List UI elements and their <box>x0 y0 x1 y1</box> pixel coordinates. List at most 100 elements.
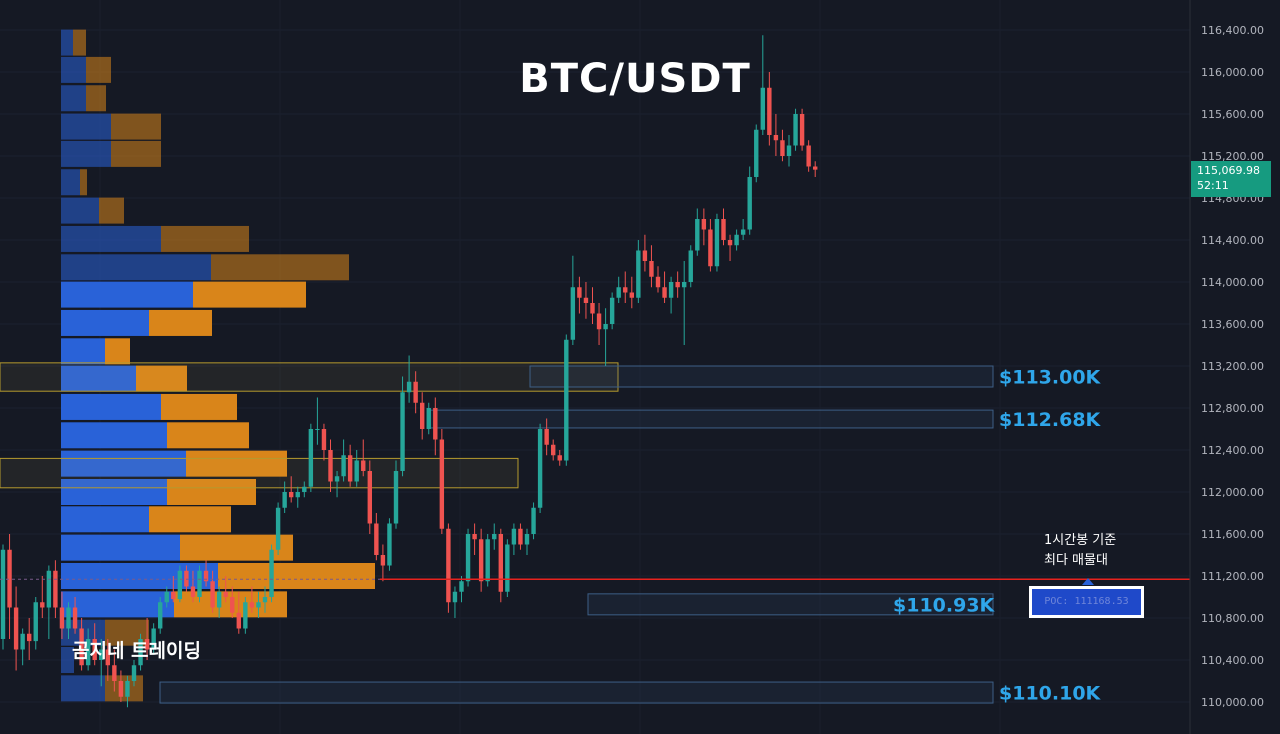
level-label: $113.00K <box>999 367 1102 389</box>
volume-sell-bar <box>86 56 111 83</box>
candles <box>0 35 818 708</box>
level-box <box>529 365 994 388</box>
candle-body <box>230 597 235 613</box>
candle-body <box>151 628 156 650</box>
candle-body <box>780 140 785 156</box>
volume-sell-bar <box>73 29 86 56</box>
volume-buy-bar <box>61 113 111 140</box>
candle-body <box>577 287 582 298</box>
candle-body <box>210 581 215 608</box>
candle-body <box>524 534 530 545</box>
level-box <box>587 593 994 616</box>
candle-body <box>708 229 713 267</box>
candle-body <box>433 408 438 440</box>
level-label: $112.68K <box>999 409 1102 431</box>
candle-body <box>688 250 693 282</box>
volume-buy-bar <box>61 338 105 365</box>
candle-body <box>760 87 765 130</box>
volume-sell-bar <box>105 675 143 702</box>
volume-sell-bar <box>211 254 349 281</box>
candle-body <box>642 250 648 261</box>
candle-body <box>590 303 595 314</box>
volume-buy-bar <box>61 675 105 702</box>
candle-body <box>498 534 503 592</box>
candle-body <box>655 276 661 288</box>
price-axis[interactable]: 116,400.00 116,000.00 115,600.00 115,200.00… <box>1189 0 1280 734</box>
candle-body <box>472 534 477 540</box>
volume-buy-bar <box>61 85 86 112</box>
poc-label-box: POC: 111168.53 <box>1029 586 1144 618</box>
poc-label: POC: 111168.53 <box>1032 589 1141 615</box>
candle-body <box>190 586 196 597</box>
candle-body <box>131 665 137 681</box>
candle-body <box>459 581 464 592</box>
supply-zones <box>0 362 619 489</box>
volume-buy-bar <box>61 197 99 224</box>
candle-body <box>446 528 451 603</box>
candle-timer: 52:11 <box>1197 179 1229 192</box>
volume-sell-bar <box>86 85 106 112</box>
candle-body <box>177 570 183 600</box>
current-price: 115,069.98 <box>1197 164 1260 177</box>
poc-note: 1시간봉 기준 최다 매물대 <box>1044 531 1116 571</box>
candle-body <box>557 455 562 461</box>
volume-buy-bar <box>61 29 73 56</box>
level-box <box>159 681 994 704</box>
axis-tick-label: 115,600.00 <box>1201 108 1264 121</box>
volume-sell-bar <box>167 422 249 449</box>
candle-body <box>33 602 38 642</box>
candle-body <box>53 570 58 608</box>
volume-sell-bar <box>149 506 231 533</box>
candle-body <box>197 570 202 597</box>
candle-body <box>256 602 261 608</box>
axis-tick-label: 114,000.00 <box>1201 276 1264 289</box>
volume-sell-bar <box>180 534 293 561</box>
candle-body <box>13 607 19 650</box>
axis-tick-label: 111,200.00 <box>1201 570 1264 583</box>
candle-body <box>701 219 707 230</box>
candle-body <box>99 649 104 660</box>
volume-buy-bar <box>61 422 167 449</box>
volume-buy-bar <box>61 225 161 252</box>
volume-buy-bar <box>61 479 167 505</box>
volume-buy-bar <box>61 169 80 196</box>
poc-note-line1: 1시간봉 기준 <box>1044 533 1117 548</box>
volume-sell-bar <box>218 563 375 589</box>
candle-body <box>354 460 359 482</box>
candle-body <box>505 544 510 592</box>
candle-body <box>105 649 110 666</box>
candle-body <box>426 408 431 429</box>
candle-body <box>0 549 6 639</box>
level-label: $110.93K <box>893 594 996 616</box>
volume-buy-bar <box>61 450 186 477</box>
candle-body <box>518 528 523 545</box>
volume-buy-bar <box>61 365 136 392</box>
candle-body <box>773 135 779 141</box>
candle-body <box>531 507 536 534</box>
candle-body <box>138 639 143 666</box>
axis-tick-label: 110,800.00 <box>1201 612 1264 625</box>
volume-buy-bar <box>61 254 211 281</box>
candle-body <box>609 297 615 324</box>
candle-body <box>118 681 124 697</box>
candle-body <box>721 219 726 240</box>
candle-body <box>813 166 818 170</box>
candle-body <box>85 639 91 666</box>
chart-title: BTC/USDT <box>519 56 751 102</box>
candle-body <box>793 114 798 146</box>
candle-body <box>740 229 746 235</box>
volume-sell-bar <box>111 113 161 140</box>
candle-body <box>40 602 45 608</box>
volume-buy-bar <box>61 140 111 167</box>
candle-body <box>72 607 78 629</box>
candle-body <box>269 549 274 597</box>
poc-overlay <box>0 578 1190 585</box>
level-box <box>429 409 994 429</box>
candle-body <box>249 602 255 608</box>
axis-tick-label: 116,000.00 <box>1201 66 1264 79</box>
candle-body <box>164 591 169 603</box>
candle-body <box>223 591 228 597</box>
supply-zone <box>0 457 519 489</box>
candle-body <box>714 219 720 267</box>
